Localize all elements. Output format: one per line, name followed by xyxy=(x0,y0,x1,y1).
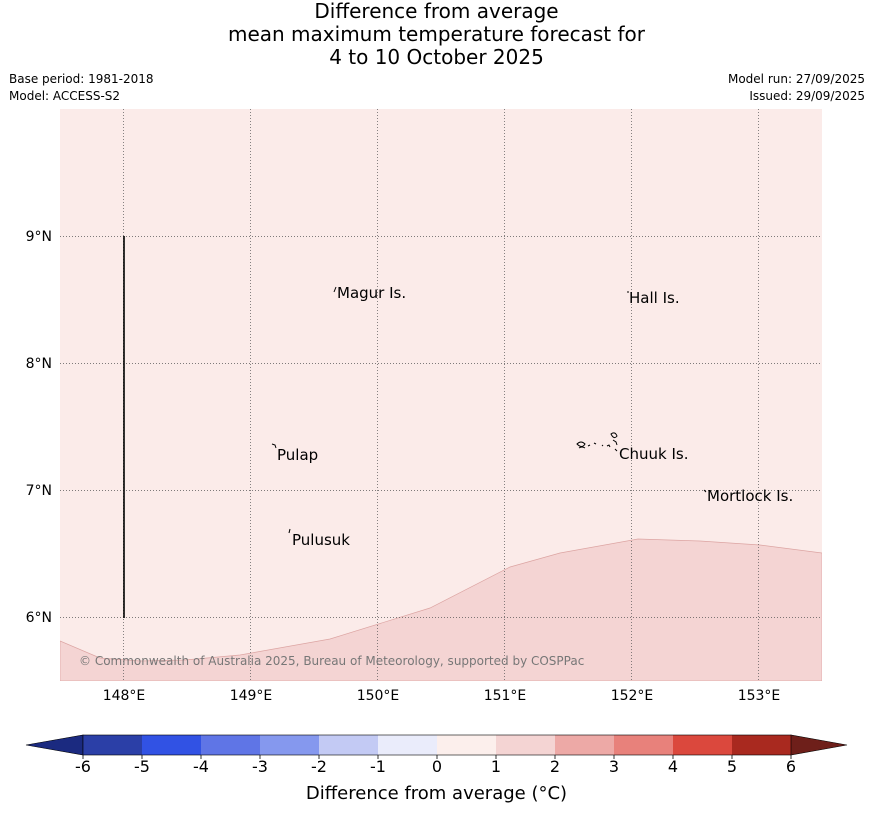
colorbar-tick-label: 5 xyxy=(727,757,737,776)
map-panel: Magur Is. Hall Is. Pulap Chuuk Is. Mortl… xyxy=(60,109,822,681)
colorbar-tick-label: -6 xyxy=(75,757,91,776)
map-title: Difference from average mean maximum tem… xyxy=(0,0,873,69)
place-label-mortlock: Mortlock Is. xyxy=(707,487,793,505)
lat-label-7n: 7°N xyxy=(26,483,52,499)
place-label-chuuk: Chuuk Is. xyxy=(619,445,688,463)
lon-label-148e: 148°E xyxy=(103,688,146,704)
lat-label-8n: 8°N xyxy=(26,356,52,372)
run-info: Model run: 27/09/2025 Issued: 29/09/2025 xyxy=(728,71,865,105)
lon-label-152e: 152°E xyxy=(611,688,654,704)
colorbar-tick-label: -1 xyxy=(370,757,386,776)
island-magur xyxy=(333,286,337,293)
colorbar-tick-label: 2 xyxy=(550,757,560,776)
colorbar-tick-label: -2 xyxy=(311,757,327,776)
place-label-hall: Hall Is. xyxy=(629,289,680,307)
colorbar-swatch xyxy=(260,735,320,755)
island-chuuk-group xyxy=(576,432,618,452)
colorbar-swatch xyxy=(83,735,143,755)
base-info: Base period: 1981-2018 Model: ACCESS-S2 xyxy=(9,71,154,105)
lon-label-149e: 149°E xyxy=(230,688,273,704)
colorbar-swatch xyxy=(496,735,556,755)
colorbar-swatch xyxy=(673,735,733,755)
lon-label-153e: 153°E xyxy=(738,688,781,704)
title-line-3: 4 to 10 October 2025 xyxy=(329,45,544,69)
colorbar-swatch xyxy=(555,735,615,755)
island-pulusuk xyxy=(288,528,291,534)
issued-date: Issued: 29/09/2025 xyxy=(749,89,865,103)
colorbar-under-arrow xyxy=(25,734,84,756)
lon-label-150e: 150°E xyxy=(357,688,400,704)
colorbar-title: Difference from average (°C) xyxy=(305,783,568,804)
colorbar-tick-label: -4 xyxy=(193,757,209,776)
island-pulap xyxy=(271,443,277,449)
colorbar-over-arrow xyxy=(790,734,848,756)
colorbar-tick-label: 1 xyxy=(491,757,501,776)
place-label-pulap: Pulap xyxy=(277,446,318,464)
lon-label-151e: 151°E xyxy=(484,688,527,704)
model-name: Model: ACCESS-S2 xyxy=(9,89,121,103)
place-label-magur: Magur Is. xyxy=(337,284,406,302)
island-mortlock xyxy=(703,489,707,493)
colorbar-swatch xyxy=(732,735,792,755)
lat-label-9n: 9°N xyxy=(26,229,52,245)
island-outlines xyxy=(271,286,707,534)
colorbar-swatch xyxy=(437,735,497,755)
base-period: Base period: 1981-2018 xyxy=(9,72,154,86)
colorbar-tick-label: -3 xyxy=(252,757,268,776)
colorbar-labels: -6 -5 -4 -3 -2 -1 0 1 2 3 4 5 6 xyxy=(75,755,796,776)
colorbar-swatch xyxy=(378,735,438,755)
colorbar-tick-label: 4 xyxy=(668,757,678,776)
axis-labels: 9°N 8°N 7°N 6°N 148°E 149°E 150°E 151°E … xyxy=(26,229,781,704)
colorbar-tick-label: -5 xyxy=(134,757,150,776)
colorbar-tick-label: 3 xyxy=(609,757,619,776)
colorbar-swatch xyxy=(614,735,674,755)
colorbar-tick-label: 6 xyxy=(786,757,796,776)
colorbar-swatches xyxy=(82,734,792,756)
place-label-pulusuk: Pulusuk xyxy=(292,531,350,549)
model-run: Model run: 27/09/2025 xyxy=(727,72,865,86)
colorbar-swatch xyxy=(319,735,379,755)
colorbar: -6 -5 -4 -3 -2 -1 0 1 2 3 4 5 6 xyxy=(25,734,848,776)
colorbar-swatch xyxy=(142,735,202,755)
colorbar-tick-label: 0 xyxy=(432,757,442,776)
place-labels: Magur Is. Hall Is. Pulap Chuuk Is. Mortl… xyxy=(277,284,793,549)
title-line-2: mean maximum temperature forecast for xyxy=(227,22,645,46)
colorbar-swatch xyxy=(201,735,261,755)
lat-label-6n: 6°N xyxy=(26,610,52,626)
copyright-notice: © Commonwealth of Australia 2025, Bureau… xyxy=(79,654,584,668)
title-line-1: Difference from average xyxy=(314,0,559,23)
